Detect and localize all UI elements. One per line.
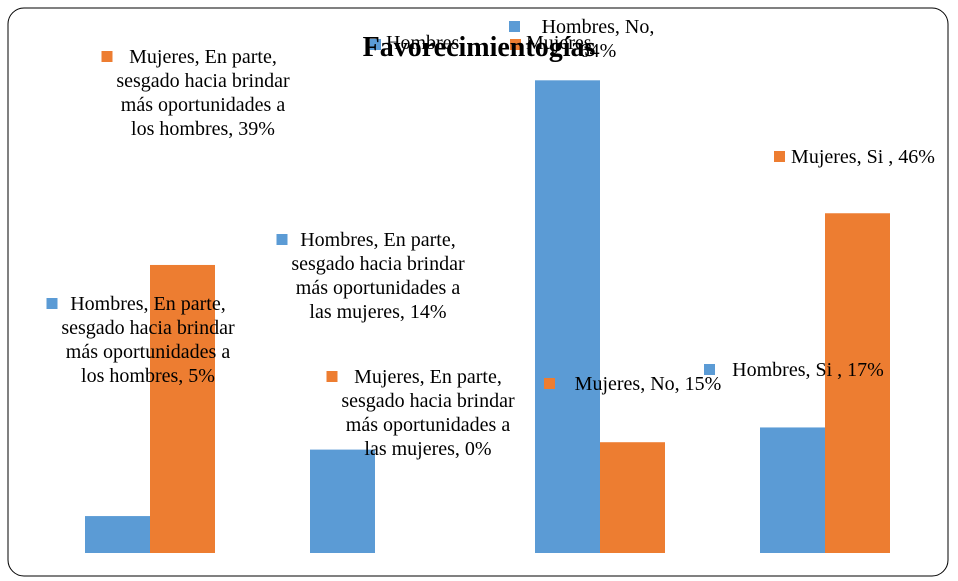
- bar: [85, 516, 150, 553]
- label-key: [46, 298, 58, 309]
- data-label: Hombres, No, 64%: [541, 16, 655, 62]
- chart-title: Favorecimientogías: [362, 32, 596, 63]
- label-key: [276, 234, 288, 245]
- data-label: Hombres, En parte, sesgado hacia brindar…: [61, 293, 235, 387]
- label-key: [509, 21, 520, 32]
- data-label: Hombres, En parte, sesgado hacia brindar…: [291, 229, 465, 323]
- data-label: Mujeres, No, 15%: [574, 373, 722, 395]
- data-label: Mujeres, Si , 46%: [791, 146, 935, 168]
- bar: [535, 80, 600, 554]
- data-label: Mujeres, En parte, sesgado hacia brindar…: [116, 46, 290, 140]
- bar: [310, 449, 375, 553]
- data-label: Mujeres, En parte, sesgado hacia brindar…: [341, 366, 515, 460]
- legend-key: [510, 39, 521, 50]
- bar: [760, 427, 825, 553]
- bar: [150, 264, 215, 553]
- legend-label: Hombres: [386, 32, 460, 54]
- label-key: [101, 51, 113, 62]
- label-key: [704, 364, 715, 375]
- data-label: Hombres, Si , 17%: [732, 359, 884, 381]
- legend-label: Mujeres: [526, 32, 592, 54]
- bar: [825, 213, 890, 553]
- label-key: [326, 371, 338, 382]
- chart-frame: [7, 7, 949, 577]
- bar: [600, 442, 665, 553]
- label-key: [774, 151, 785, 162]
- label-key: [544, 378, 555, 389]
- legend-key: [370, 39, 381, 50]
